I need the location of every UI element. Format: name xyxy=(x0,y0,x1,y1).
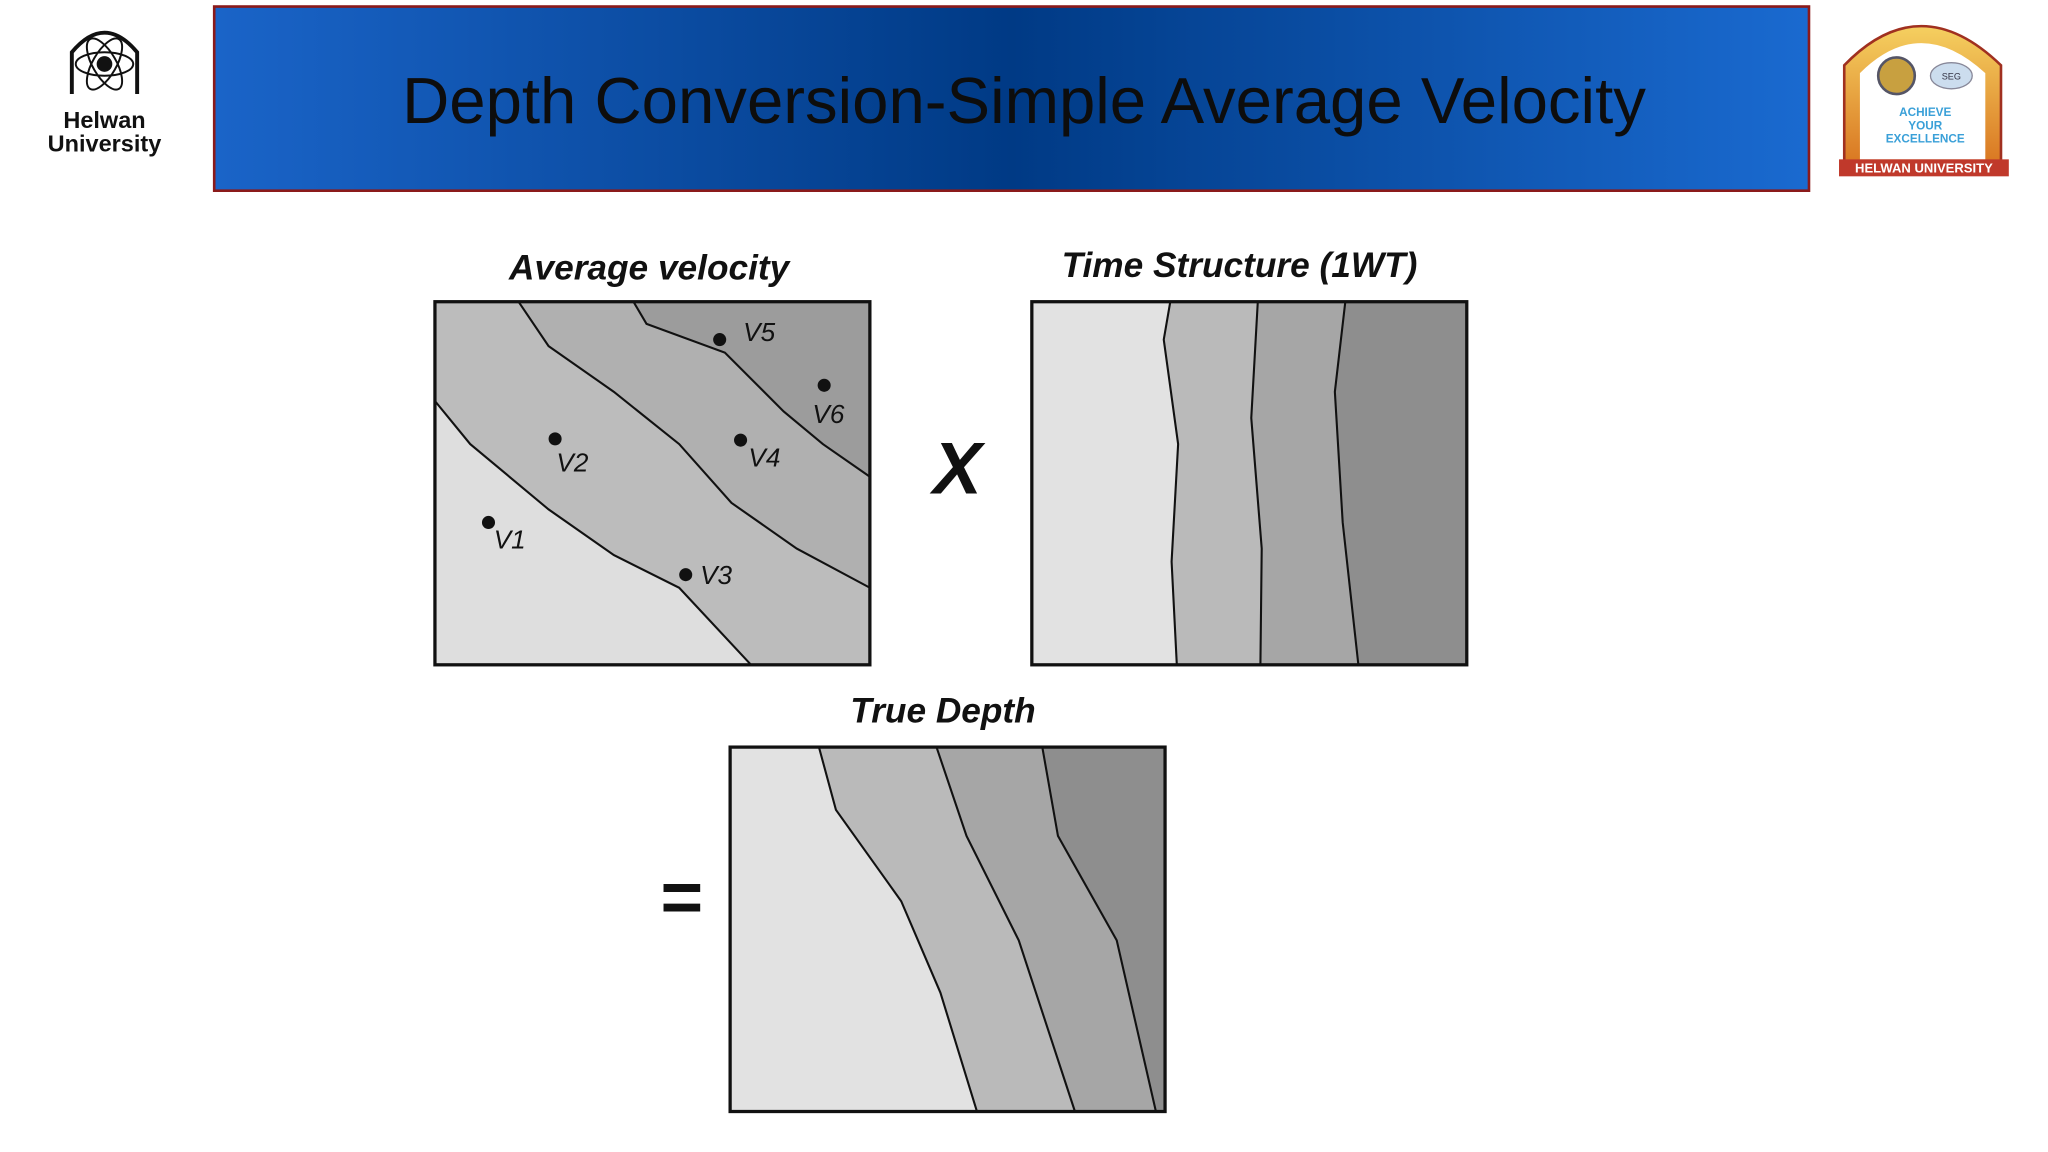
average-velocity-map xyxy=(433,300,872,667)
logo-text: YOUR xyxy=(1908,119,1942,132)
velocity-points: V1 V2 V3 V4 V5 V6 xyxy=(481,317,845,590)
slide-title: Depth Conversion-Simple Average Velocity xyxy=(402,64,1646,137)
operator: X xyxy=(929,429,986,510)
point-label: V4 xyxy=(748,442,780,472)
panel-title: Time Structure (1WT) xyxy=(1062,246,1418,285)
logo-text: SEG xyxy=(1942,72,1961,82)
true-depth-map xyxy=(728,745,1167,1114)
logo-text: ACHIEVE xyxy=(1899,106,1951,119)
time-structure-map xyxy=(1030,300,1469,667)
panel-title: Average velocity xyxy=(508,249,792,288)
logo-text: University xyxy=(48,131,162,157)
operator: = xyxy=(659,857,702,938)
point-label: V1 xyxy=(494,525,526,555)
right-logo: SEG ACHIEVE YOUR EXCELLENCE HELWAN UNIVE… xyxy=(1839,24,2009,177)
logo-text: HELWAN UNIVERSITY xyxy=(1855,160,1993,175)
logo-text: EXCELLENCE xyxy=(1886,132,1965,145)
point-label: V6 xyxy=(812,399,844,429)
left-logo: Helwan University xyxy=(48,30,162,157)
panel-title: True Depth xyxy=(850,691,1035,730)
header-bar xyxy=(212,5,1811,192)
logo-text: Helwan xyxy=(63,107,145,133)
point-label: V3 xyxy=(700,560,732,590)
point-label: V2 xyxy=(556,448,588,478)
point-label: V5 xyxy=(743,317,775,347)
